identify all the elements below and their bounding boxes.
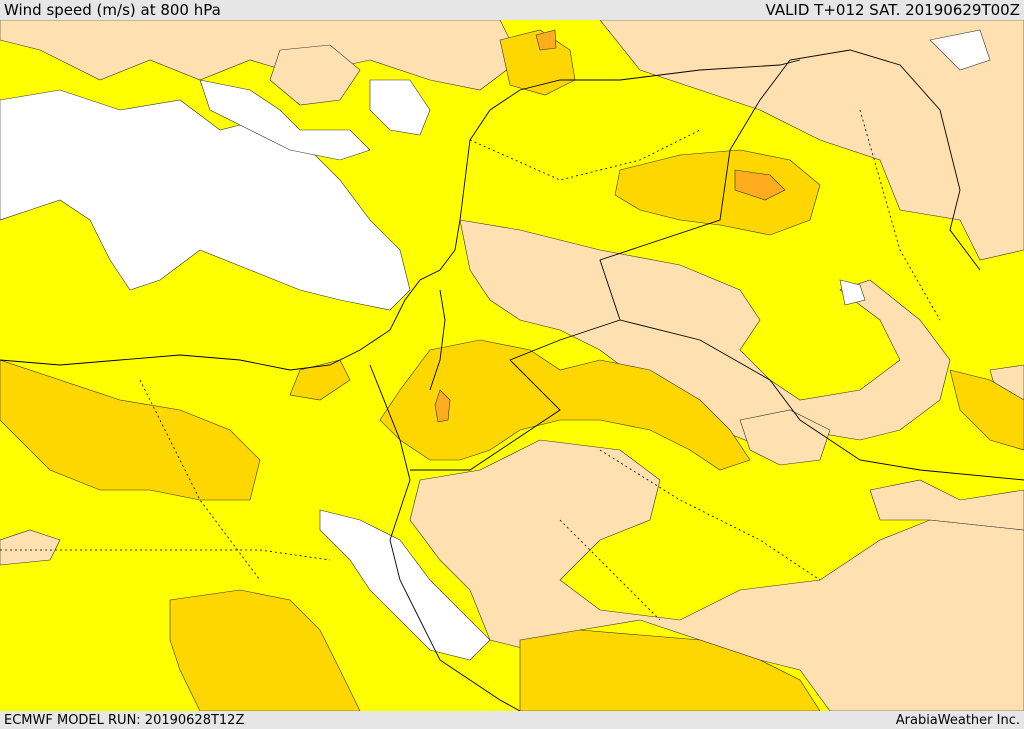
calm-wind-areas	[0, 29, 991, 661]
wind-speed-map	[0, 20, 1024, 711]
header-bar: Wind speed (m/s) at 800 hPa VALID T+012 …	[0, 0, 1024, 20]
internal-borders	[0, 109, 941, 621]
footer-bar: ECMWF MODEL RUN: 20190628T12Z ArabiaWeat…	[0, 711, 1024, 729]
coastlines-and-borders	[0, 49, 1024, 711]
map-title: Wind speed (m/s) at 800 hPa	[4, 1, 221, 19]
strong-wind-areas	[434, 29, 786, 423]
credit: ArabiaWeather Inc.	[895, 712, 1020, 728]
light-wind-areas	[0, 20, 1024, 711]
fresh-wind-areas	[0, 29, 1024, 711]
model-run: ECMWF MODEL RUN: 20190628T12Z	[4, 712, 245, 728]
valid-time: VALID T+012 SAT. 20190629T00Z	[765, 1, 1020, 19]
